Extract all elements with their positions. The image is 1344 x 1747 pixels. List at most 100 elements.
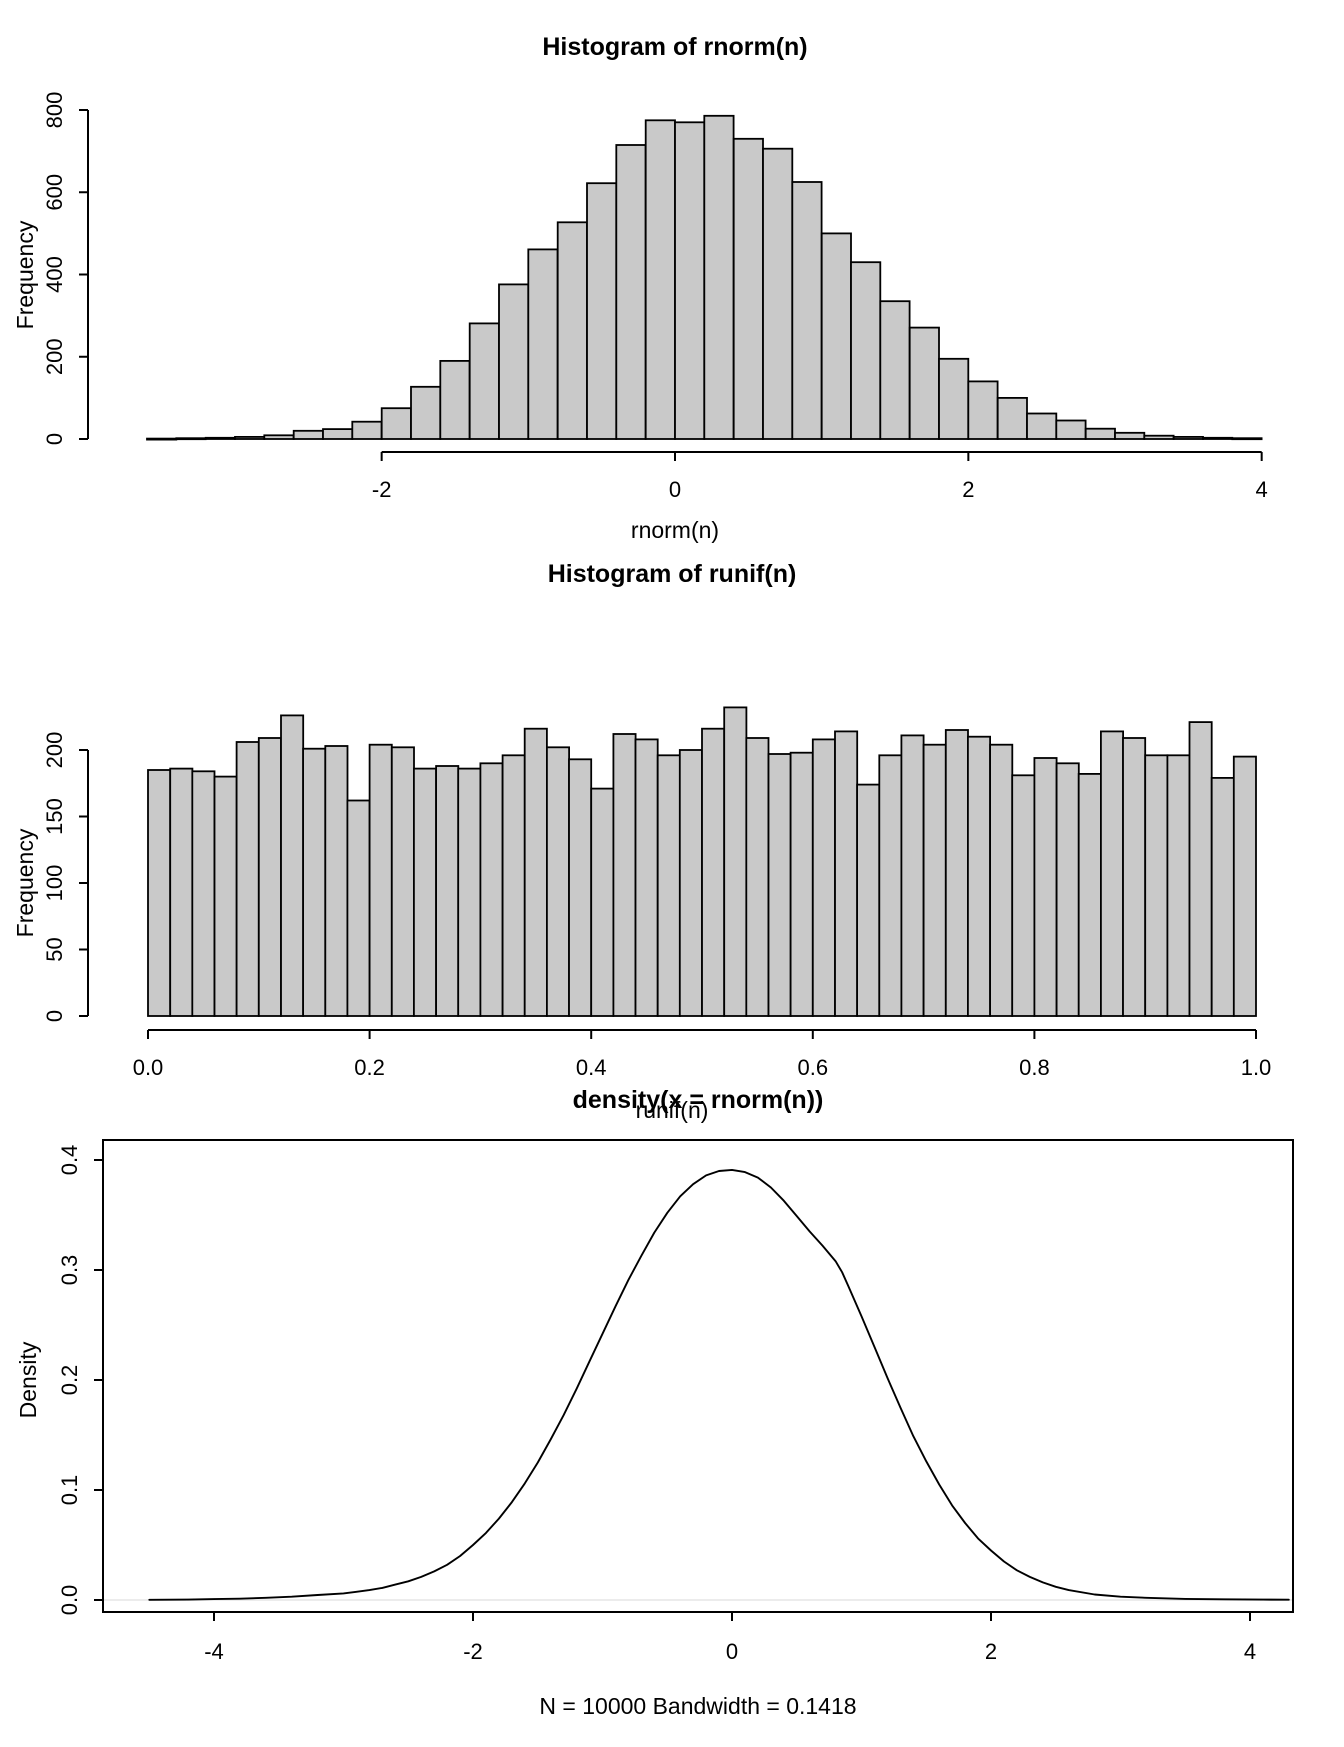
- histogram-bar: [568, 758, 593, 1017]
- x-axis: 0.0 0.2 0.4 0.6 0.8 1.0: [133, 1029, 1272, 1080]
- histogram-bar: [546, 746, 571, 1017]
- y-tick-label: 50: [42, 937, 67, 961]
- x-tick-label: 0.4: [576, 1055, 607, 1080]
- histogram-bar: [346, 799, 371, 1017]
- histogram-bar: [204, 436, 236, 440]
- histogram-bar: [1210, 777, 1235, 1017]
- histogram-bar: [1033, 757, 1058, 1017]
- y-tick-label: 200: [42, 338, 67, 375]
- x-axis-label: rnorm(n): [631, 517, 719, 543]
- histogram-bar: [1202, 436, 1234, 440]
- y-tick-label: 0: [42, 433, 67, 445]
- histogram-bar: [811, 738, 836, 1017]
- histogram-bar: [967, 735, 992, 1017]
- x-tick-label: -2: [372, 477, 392, 502]
- y-axis-label: Frequency: [12, 828, 38, 937]
- x-tick-label: -4: [204, 1639, 224, 1664]
- x-axis-label: N = 10000 Bandwidth = 0.1418: [539, 1693, 856, 1719]
- histogram-bar: [1232, 755, 1257, 1017]
- x-axis: -4 -2 0 2 4: [204, 1612, 1256, 1664]
- histogram-bar: [834, 730, 859, 1017]
- histogram-bars: [146, 114, 1263, 441]
- histogram-bar: [789, 751, 814, 1017]
- histogram-bar: [1122, 737, 1147, 1017]
- x-tick-label: 4: [1256, 477, 1268, 502]
- y-tick-label: 800: [42, 92, 67, 129]
- histogram-bar: [1100, 730, 1125, 1017]
- histogram-bar: [1114, 431, 1146, 440]
- histogram-bar: [656, 754, 681, 1017]
- histogram-bar: [967, 380, 999, 440]
- y-tick-label: 0.3: [57, 1255, 82, 1286]
- histogram-bar: [1144, 754, 1169, 1017]
- histogram-bar: [762, 147, 794, 440]
- y-axis: 0 200 400 600 800: [42, 92, 89, 445]
- histogram-bar: [1231, 437, 1263, 441]
- density-plot-area: [102, 1139, 1294, 1613]
- histogram-bar: [324, 745, 349, 1017]
- histogram-bar: [1077, 773, 1102, 1017]
- histogram-bar: [292, 429, 324, 440]
- plot-title: Histogram of rnorm(n): [542, 33, 807, 61]
- x-axis: -2 0 2 4: [372, 451, 1268, 502]
- histogram-bar: [234, 435, 266, 440]
- histogram-bar: [703, 114, 735, 440]
- histogram-bar: [878, 754, 903, 1017]
- histogram-bar: [235, 741, 260, 1017]
- histogram-bar: [213, 775, 238, 1017]
- histogram-bar: [856, 783, 881, 1017]
- histogram-bar: [175, 437, 207, 441]
- histogram-bar: [944, 729, 969, 1017]
- histogram-bar: [263, 434, 295, 440]
- histogram-bar: [390, 746, 415, 1017]
- histogram-bar: [634, 738, 659, 1017]
- histogram-bar: [412, 767, 437, 1017]
- histogram-bar: [351, 420, 383, 440]
- x-tick-label: 0.8: [1019, 1055, 1050, 1080]
- histogram-bars: [147, 706, 1257, 1017]
- histogram-bar: [900, 734, 925, 1017]
- histogram-bar: [457, 767, 482, 1017]
- histogram-bar: [1166, 754, 1191, 1017]
- histogram-bar: [322, 428, 354, 440]
- x-tick-label: 1.0: [1241, 1055, 1272, 1080]
- histogram-bar: [723, 706, 748, 1017]
- x-tick-label: 0.2: [354, 1055, 385, 1080]
- histogram-bar: [732, 137, 764, 440]
- histogram-bar: [850, 261, 882, 440]
- y-tick-label: 0.2: [57, 1365, 82, 1396]
- histogram-bar: [410, 385, 442, 440]
- y-tick-label: 100: [42, 865, 67, 902]
- histogram-bar: [791, 181, 823, 440]
- histogram-bar: [280, 714, 305, 1017]
- histogram-bar: [1188, 721, 1213, 1017]
- panel-histogram-rnorm: Histogram of rnorm(n) -2 0 2 4 0 200 400 600 80…: [12, 33, 1268, 543]
- histogram-bar: [468, 322, 500, 440]
- histogram-bar: [745, 737, 770, 1017]
- histogram-bar: [938, 357, 970, 440]
- y-axis: 0 50 100 150 200: [42, 732, 89, 1022]
- histogram-bar: [644, 119, 676, 440]
- y-tick-label: 0.1: [57, 1475, 82, 1506]
- histogram-bar: [191, 770, 216, 1017]
- histogram-bar: [527, 248, 559, 440]
- histogram-bar: [701, 727, 726, 1017]
- x-tick-label: 0: [726, 1639, 738, 1664]
- histogram-bar: [678, 749, 703, 1017]
- histogram-bar: [368, 743, 393, 1017]
- panel-density-rnorm: density(x = rnorm(n)) -4 -2 0 2 4 0.00.10.20…: [15, 1086, 1294, 1719]
- panel-histogram-runif: Histogram of runif(n) 0.0 0.2 0.4 0.6 0.8 1.0…: [12, 560, 1271, 1123]
- x-tick-label: -2: [463, 1639, 483, 1664]
- histogram-bar: [820, 232, 852, 440]
- histogram-bar: [612, 733, 637, 1017]
- plot-title: density(x = rnorm(n)): [573, 1086, 824, 1114]
- y-axis-label: Frequency: [12, 220, 38, 329]
- x-axis-label: runif(n): [636, 1097, 709, 1123]
- y-tick-label: 0: [42, 1010, 67, 1022]
- histogram-bar: [590, 787, 615, 1017]
- x-tick-label: 2: [985, 1639, 997, 1664]
- histogram-bar: [1172, 435, 1204, 440]
- histogram-bar: [989, 743, 1014, 1017]
- histogram-bar: [922, 743, 947, 1017]
